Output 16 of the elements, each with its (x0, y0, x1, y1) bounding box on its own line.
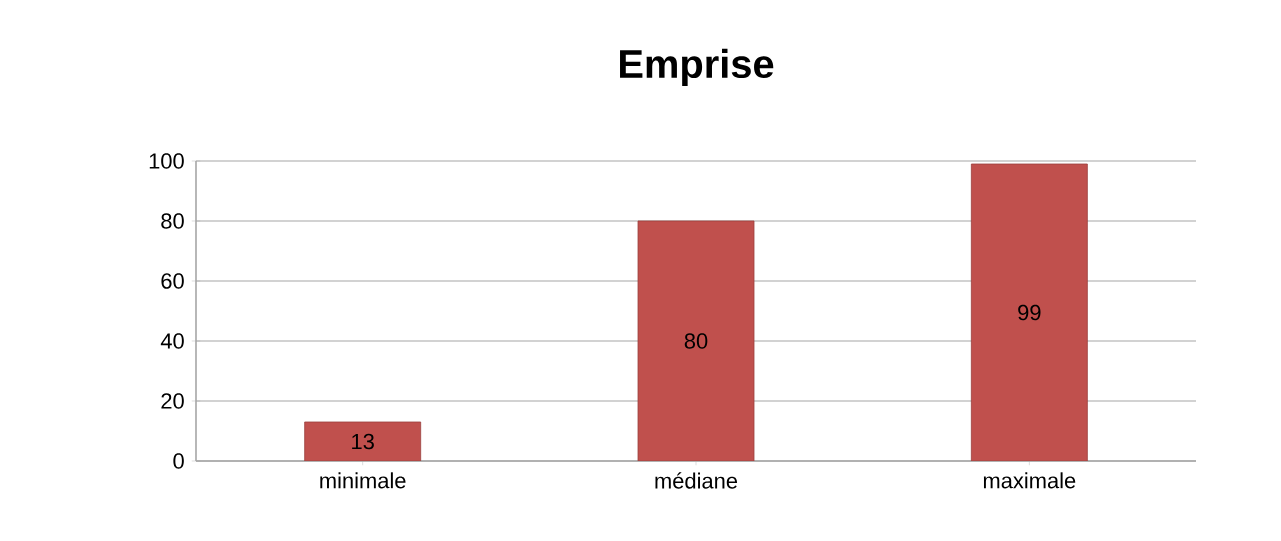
bar (637, 220, 755, 461)
data-label: 80 (684, 333, 708, 349)
x-tick-label: maximale (983, 472, 1076, 489)
data-label: 13 (352, 433, 374, 450)
y-tick-label: 80 (161, 213, 184, 229)
x-tick-label: minimale (320, 472, 406, 489)
bar (304, 421, 422, 461)
x-tick-label: médiane (655, 472, 738, 489)
y-tick-label: 40 (160, 333, 184, 349)
bar (970, 163, 1088, 461)
y-tick-label: 0 (173, 453, 184, 469)
y-tick-label: 60 (161, 273, 184, 289)
data-label: 99 (1018, 304, 1041, 321)
chart-title: Emprise (620, 48, 774, 87)
y-tick-label: 100 (149, 153, 184, 169)
y-tick-label: 20 (161, 393, 184, 409)
